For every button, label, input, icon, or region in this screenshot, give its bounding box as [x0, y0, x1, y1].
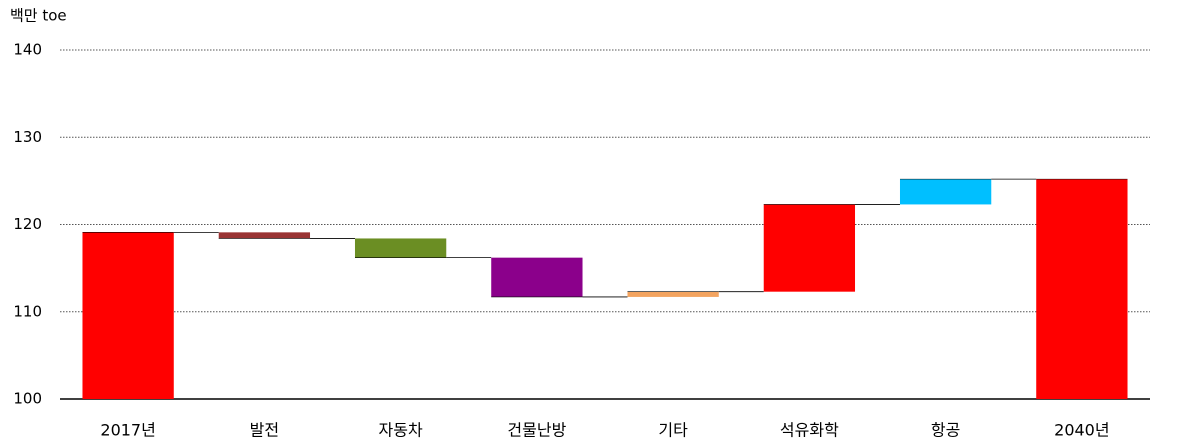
y-tick-label: 140	[13, 41, 42, 59]
bar	[1036, 179, 1128, 399]
bar	[627, 291, 719, 297]
y-tick-label: 120	[13, 215, 42, 233]
bar	[899, 179, 992, 205]
y-tick-label: 110	[13, 302, 42, 320]
x-tick-label: 2040년	[1054, 421, 1109, 440]
bar	[82, 232, 174, 399]
x-tick-label: 자동차	[379, 421, 423, 440]
y-tick-label: 100	[13, 390, 42, 408]
bar	[218, 232, 311, 239]
y-tick-label: 130	[13, 128, 42, 146]
y-axis-label: 백만 toe	[10, 7, 67, 25]
x-tick-label: 석유화학	[780, 421, 839, 440]
x-tick-label: 발전	[250, 421, 279, 440]
x-tick-label: 기타	[658, 421, 688, 440]
x-tick-label: 2017년	[100, 421, 155, 440]
bar	[763, 204, 856, 292]
bar	[491, 257, 583, 297]
x-tick-label: 건물난방	[507, 421, 566, 440]
x-tick-label: 항공	[931, 421, 960, 440]
bar	[354, 238, 447, 258]
